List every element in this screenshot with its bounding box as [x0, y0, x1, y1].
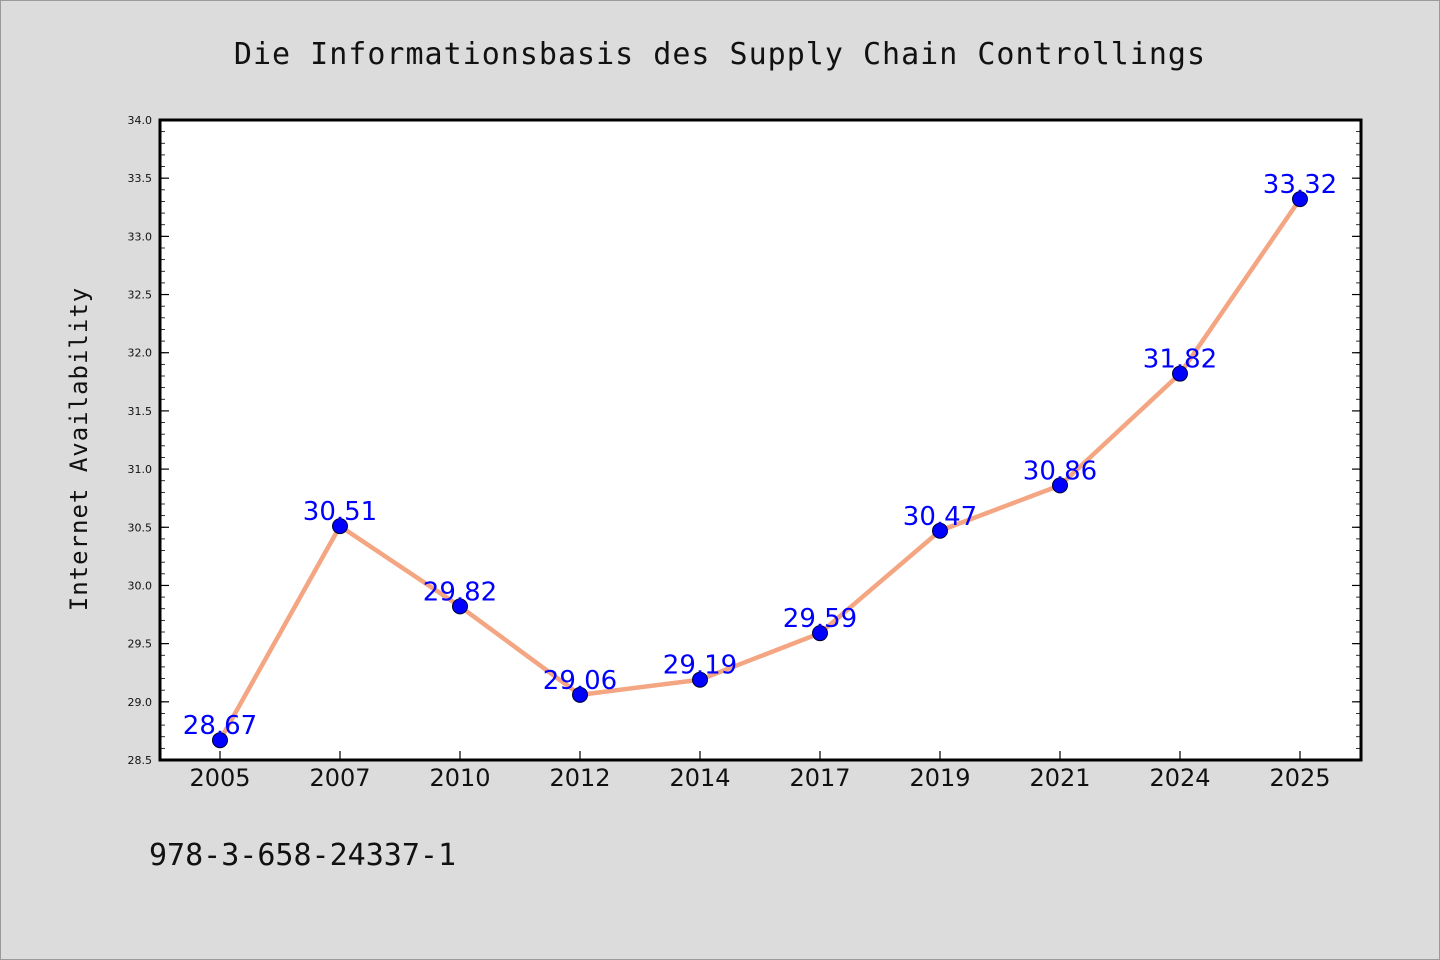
data-label: 30.51 [303, 497, 377, 527]
x-axis-ticks: 2005 2007 2010 2012 2014 2017 2019 2021 2024 2025 [189, 751, 1331, 792]
x-tick-label: 2005 [189, 764, 250, 792]
series-line [217, 196, 1303, 743]
y-tick-label: 28.5 [128, 754, 153, 767]
x-tick-label: 2012 [549, 764, 610, 792]
data-point [1052, 477, 1068, 494]
x-tick-label: 2014 [669, 764, 730, 792]
y-axis-label: Internet Availability [65, 287, 93, 611]
data-point [1172, 365, 1188, 382]
y-tick-label: 31.5 [128, 405, 153, 418]
y-tick-label: 33.5 [128, 172, 153, 185]
y-axis-ticks: 28.5 29.0 29.5 30.0 30.5 31.0 31.5 32.0 32.5 33.0… [128, 114, 1361, 767]
data-label: 28.67 [183, 711, 257, 741]
x-tick-label: 2025 [1269, 764, 1330, 792]
data-point [692, 671, 708, 688]
x-tick-label: 2010 [429, 764, 490, 792]
x-tick-label: 2024 [1149, 764, 1210, 792]
data-point [572, 686, 588, 703]
y-tick-label: 31.0 [128, 463, 153, 476]
data-label: 29.82 [423, 577, 497, 607]
data-label: 29.06 [543, 666, 617, 696]
y-tick-label: 30.0 [128, 579, 153, 592]
data-point [332, 518, 348, 535]
data-label: 33.32 [1263, 170, 1337, 200]
y-tick-label: 32.0 [128, 347, 153, 360]
x-tick-label: 2017 [789, 764, 850, 792]
data-series: 28.67 30.51 29.82 29.06 29.19 29.59 30.47 30.86… [183, 170, 1337, 749]
data-label: 29.19 [663, 651, 737, 681]
x-tick-label: 2007 [309, 764, 370, 792]
y-tick-label: 34.0 [128, 114, 153, 127]
data-point [452, 598, 468, 615]
x-tick-label: 2019 [909, 764, 970, 792]
data-point [932, 522, 948, 539]
chart-title: Die Informationsbasis des Supply Chain C… [234, 37, 1206, 72]
data-point [212, 732, 228, 749]
x-tick-label: 2021 [1029, 764, 1090, 792]
y-tick-label: 29.0 [128, 696, 153, 709]
y-tick-label: 32.5 [128, 289, 153, 302]
data-point [812, 625, 828, 642]
y-tick-label: 33.0 [128, 230, 153, 243]
y-tick-label: 29.5 [128, 638, 153, 651]
footer-isbn: 978-3-658-24337-1 [149, 838, 456, 873]
data-point [1292, 191, 1308, 208]
plot-area [158, 118, 1363, 762]
y-tick-label: 30.5 [128, 521, 153, 534]
data-label: 30.86 [1023, 456, 1097, 486]
data-label: 30.47 [903, 502, 977, 532]
data-label: 29.59 [783, 604, 857, 634]
data-label: 31.82 [1143, 345, 1217, 375]
